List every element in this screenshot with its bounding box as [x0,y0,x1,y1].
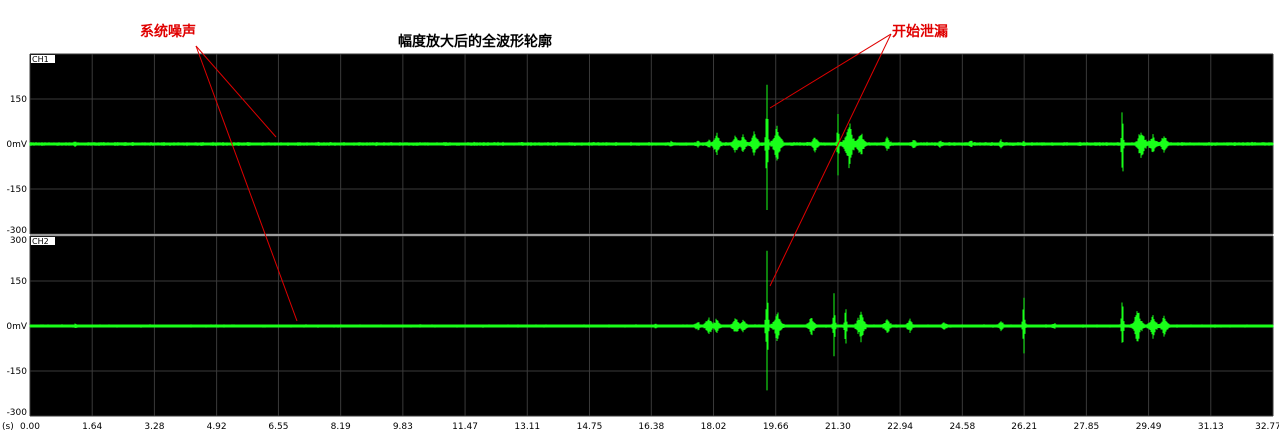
annotation-leak-start-text: 开始泄漏 [892,23,948,40]
annotation-leak-start-arrow-ch1 [769,33,892,109]
y-tick-label: 0mV [6,322,27,332]
x-tick-label: 24.58 [949,422,975,432]
annotation-system-noise-arrow-ch2 [195,45,298,322]
ch2-waveform [29,250,1274,391]
x-unit-label: (s) [2,422,14,432]
ch1-waveform [29,84,1274,210]
y-tick-label: 300 [10,236,27,246]
annotation-system-noise-text: 系统噪声 [140,23,196,40]
x-tick-label: 27.85 [1073,422,1099,432]
x-tick-label: 11.47 [452,422,478,432]
y-tick-label: -150 [7,185,28,195]
x-tick-label: 26.21 [1011,422,1037,432]
x-tick-label: 21.30 [825,422,851,432]
ch1-label-box [31,55,55,63]
annotation-system-noise: 系统噪声 [140,23,298,322]
chart-title: 幅度放大后的全波形轮廓 [398,33,552,50]
panel-ch1-y-ticks: 150 0mV -150 -300 [6,95,27,236]
panel-ch2-y-ticks: 300 150 0mV -150 -300 [6,236,27,418]
annotation-leak-start-arrow-ch2 [769,33,892,287]
x-tick-label: 32.77 [1255,422,1279,432]
x-tick-label: 16.38 [638,422,664,432]
x-tick-label: 6.55 [268,422,288,432]
y-tick-label: -150 [7,367,28,377]
x-tick-label: 9.83 [393,422,413,432]
y-tick-label: -300 [7,226,28,236]
annotation-leak-start: 开始泄漏 [769,23,948,287]
x-tick-label: 29.49 [1136,422,1162,432]
x-tick-label: 4.92 [207,422,227,432]
x-tick-label: 8.19 [331,422,351,432]
x-tick-label: 19.66 [763,422,789,432]
y-tick-label: 0mV [6,140,27,150]
x-tick-label: 14.75 [577,422,603,432]
ch2-label-box [31,237,55,245]
annotation-system-noise-arrow-ch1 [195,45,277,138]
x-tick-label: 22.94 [887,422,913,432]
x-tick-label: 3.28 [144,422,164,432]
panel-ch1: CH1 [29,53,1274,235]
y-tick-label: -300 [7,408,28,418]
x-axis-ticks: 0.00 1.64 3.28 4.92 6.55 8.19 9.83 11.47 13.11 14… [20,422,1279,432]
ch1-label: CH1 [32,55,49,64]
x-tick-label: 0.00 [20,422,40,432]
panel-ch2: CH2 [29,235,1274,417]
x-tick-label: 18.02 [701,422,727,432]
y-tick-label: 150 [10,277,27,287]
y-tick-label: 150 [10,95,27,105]
x-tick-label: 31.13 [1198,422,1224,432]
x-tick-label: 1.64 [82,422,102,432]
ch2-label: CH2 [32,237,49,246]
x-tick-label: 13.11 [514,422,540,432]
